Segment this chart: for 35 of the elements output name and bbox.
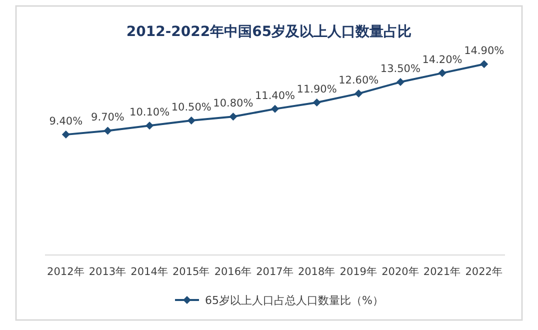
label: 11.40% (254, 90, 296, 102)
label: 10.50% (171, 101, 212, 114)
label: 14.90% (464, 45, 504, 58)
xtick: 2014年 (130, 266, 168, 278)
label: 9.40% (49, 116, 83, 128)
label: 10.80% (213, 98, 254, 110)
point (438, 69, 446, 78)
xtick: 2017年 (256, 266, 294, 278)
point (271, 104, 279, 113)
xtick: 2020年 (382, 266, 420, 278)
point (396, 78, 404, 86)
point (187, 116, 196, 124)
xtick: 2019年 (340, 266, 378, 278)
title: 2012-2022年中国65岁及以上人口数量占比 (126, 24, 412, 40)
xtick: 2021年 (423, 266, 462, 278)
point (62, 130, 70, 139)
legend: 65岁以上人口占总人口数量比（%） (175, 294, 384, 307)
xtick: 2018年 (298, 266, 336, 278)
label: 10.10% (130, 106, 170, 119)
xtick: 2015年 (172, 266, 210, 278)
point (229, 112, 238, 121)
point (480, 60, 488, 68)
point (104, 126, 112, 135)
label: 11.90% (296, 84, 337, 96)
xtick: 2012年 (47, 266, 85, 278)
point (312, 98, 321, 107)
xtick: 2013年 (88, 266, 127, 278)
xtick: 2016年 (214, 266, 252, 278)
label: 9.70% (91, 112, 124, 124)
label: 13.50% (380, 63, 420, 76)
point (146, 122, 154, 130)
point (354, 90, 363, 98)
xtick: 2022年 (465, 266, 503, 278)
label: 12.60% (338, 74, 379, 87)
label: 14.20% (422, 54, 462, 66)
